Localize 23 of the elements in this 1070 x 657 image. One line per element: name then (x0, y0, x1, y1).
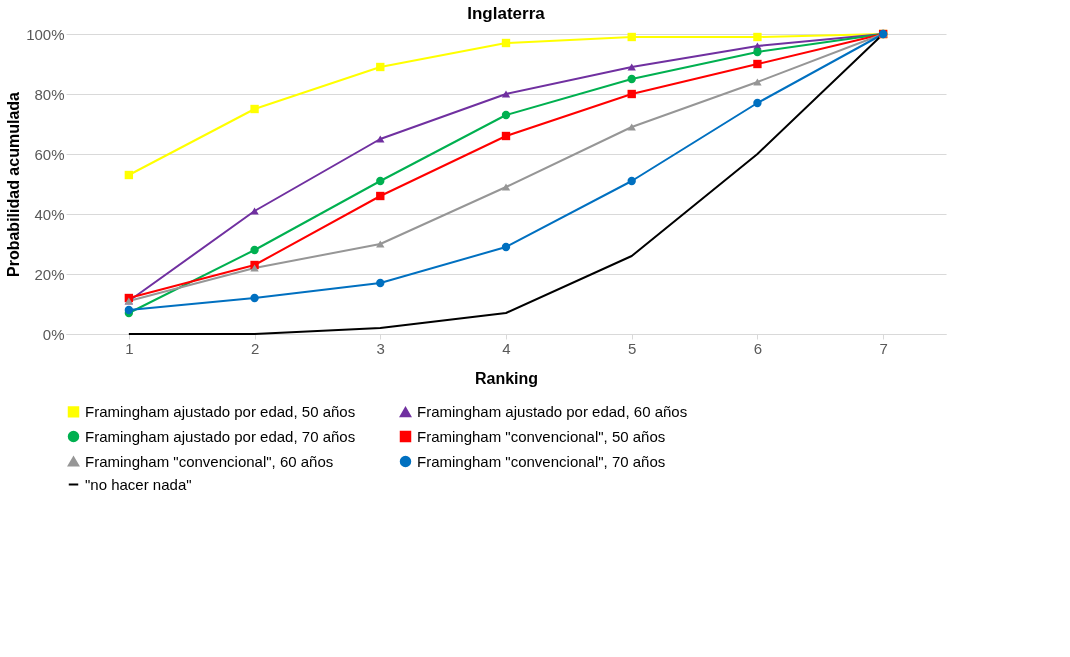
y-tick-label: 100% (26, 25, 65, 43)
x-tick-label: 4 (502, 339, 511, 357)
x-axis-title: Ranking (474, 369, 539, 387)
x-tick-label: 5 (628, 339, 637, 357)
x-tick-label: 2 (250, 339, 260, 357)
y-tick-label: 40% (34, 205, 65, 223)
x-tick-label: 6 (753, 339, 763, 357)
legend-label: Framingham "convencional", 70 años (417, 452, 666, 470)
x-tick-label: 7 (879, 339, 888, 357)
chart-title: Inglaterra (467, 4, 546, 23)
y-tick-label: 60% (34, 145, 65, 163)
legend-label: Framingham "convencional", 50 años (417, 427, 666, 445)
legend-label: Framingham "convencional", 60 años (85, 452, 334, 470)
y-tick-label: 0% (42, 325, 65, 343)
y-tick-label: 80% (34, 85, 65, 103)
legend-label: Framingham ajustado por edad, 70 años (85, 427, 356, 445)
legend-label: Framingham ajustado por edad, 50 años (85, 402, 356, 420)
x-tick-label: 3 (376, 339, 385, 357)
y-tick-label: 20% (34, 265, 65, 283)
x-tick-label: 1 (125, 339, 134, 357)
legend-label: "no hacer nada" (85, 475, 192, 493)
y-axis-title: Probabilidad acumulada (5, 91, 23, 277)
legend-label: Framingham ajustado por edad, 60 años (417, 403, 688, 421)
